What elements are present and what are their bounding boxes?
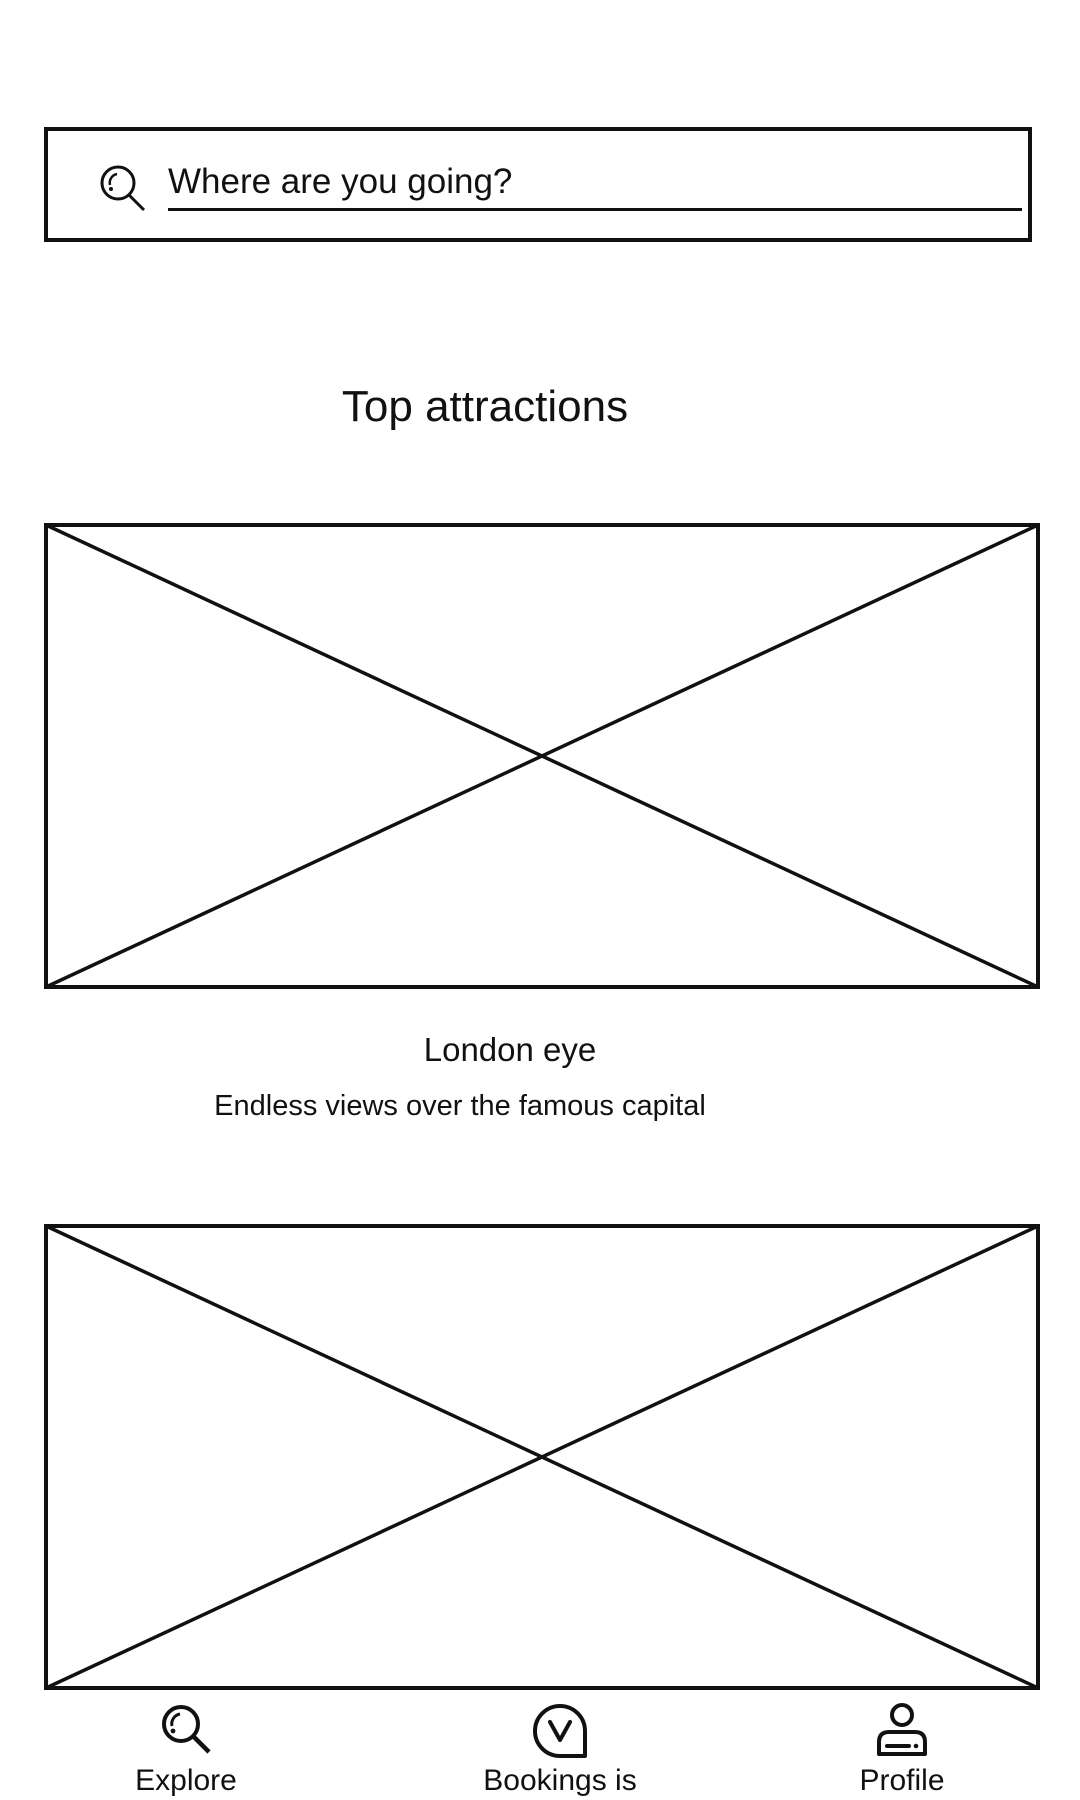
search-icon [100, 165, 146, 212]
nav-item-explore[interactable]: Explore [66, 1690, 306, 1800]
section-title: Top attractions [341, 382, 629, 431]
bottom-nav: Explore Bookings is Profile [0, 1690, 1080, 1800]
attraction-image-placeholder[interactable] [44, 523, 1040, 989]
nav-label-explore: Explore [135, 1764, 237, 1797]
search-bar [44, 127, 1032, 242]
attraction-title: London eye [423, 1031, 597, 1068]
attraction-subtitle: Endless views over the famous capital [214, 1090, 706, 1122]
profile-icon [877, 1703, 927, 1756]
nav-item-profile[interactable]: Profile [782, 1690, 1022, 1800]
nav-label-bookings: Bookings is [483, 1764, 637, 1797]
nav-label-profile: Profile [859, 1764, 945, 1797]
attraction-image-placeholder[interactable] [44, 1224, 1040, 1690]
nav-item-bookings[interactable]: Bookings is [440, 1690, 680, 1800]
search-input[interactable] [168, 155, 1022, 211]
bookings-icon [533, 1704, 587, 1758]
search-icon [162, 1705, 211, 1754]
